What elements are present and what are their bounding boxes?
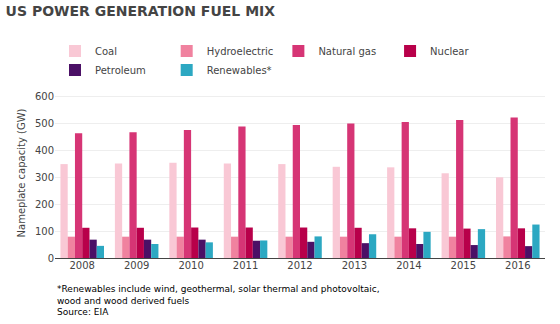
svg-text:2008: 2008 [69, 260, 94, 271]
svg-text:500: 500 [35, 118, 54, 129]
svg-text:Nuclear: Nuclear [430, 46, 469, 57]
svg-text:US POWER GENERATION FUEL MIX: US POWER GENERATION FUEL MIX [6, 3, 276, 19]
svg-text:2014: 2014 [396, 260, 421, 271]
svg-text:Natural gas: Natural gas [318, 46, 376, 57]
svg-text:400: 400 [35, 145, 54, 156]
svg-text:200: 200 [35, 199, 54, 210]
svg-text:300: 300 [35, 172, 54, 183]
svg-text:100: 100 [35, 226, 54, 237]
svg-text:*Renewables include wind, geot: *Renewables include wind, geothermal, so… [57, 284, 380, 317]
svg-text:Coal: Coal [95, 46, 117, 57]
svg-text:Nameplate capacity (GW): Nameplate capacity (GW) [16, 108, 27, 237]
svg-text:0: 0 [48, 253, 54, 264]
svg-text:2011: 2011 [233, 260, 258, 271]
svg-text:Petroleum: Petroleum [95, 65, 146, 76]
svg-text:2009: 2009 [124, 260, 149, 271]
svg-text:2015: 2015 [451, 260, 476, 271]
svg-text:2010: 2010 [178, 260, 203, 271]
svg-text:2016: 2016 [505, 260, 530, 271]
svg-text:2013: 2013 [342, 260, 367, 271]
svg-text:600: 600 [35, 91, 54, 102]
svg-text:2012: 2012 [287, 260, 312, 271]
svg-text:Renewables*: Renewables* [207, 65, 272, 76]
svg-text:Hydroelectric: Hydroelectric [207, 46, 274, 57]
